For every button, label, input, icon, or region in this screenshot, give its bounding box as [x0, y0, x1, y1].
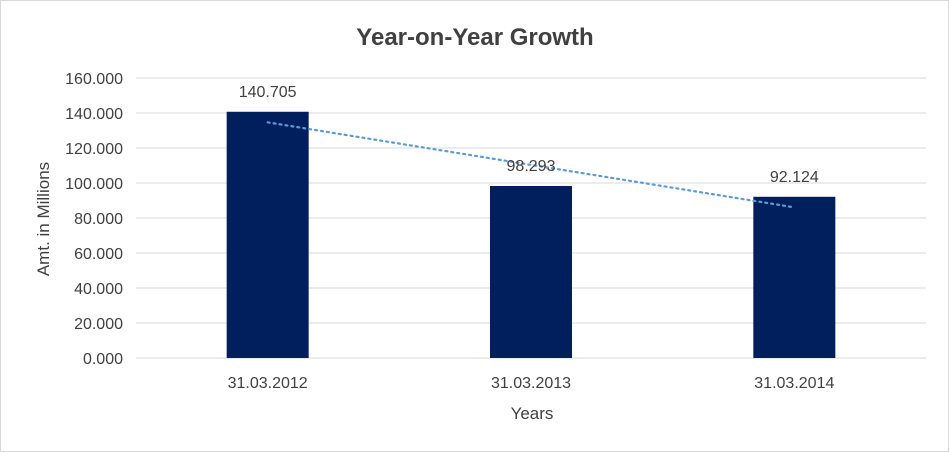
x-tick-label: 31.03.2012 — [228, 375, 308, 392]
bar — [490, 185, 572, 358]
x-tick-label: 31.03.2014 — [754, 375, 834, 392]
y-tick-label: 60.000 — [74, 246, 123, 263]
y-tick-label: 140.000 — [65, 106, 123, 123]
y-tick-label: 100.000 — [65, 176, 123, 193]
bar — [753, 196, 836, 358]
x-axis-label: Years — [511, 404, 554, 423]
chart-title: Year-on-Year Growth — [356, 24, 593, 51]
y-tick-label: 120.000 — [65, 141, 123, 158]
x-tick-label: 31.03.2013 — [491, 375, 571, 392]
data-label: 92.124 — [770, 169, 819, 186]
data-label: 140.705 — [239, 84, 297, 101]
trendline — [266, 121, 796, 209]
bar — [226, 111, 309, 358]
y-tick-label: 160.000 — [65, 71, 123, 88]
data-label: 98.293 — [507, 158, 556, 175]
y-axis-label: Amt. in Millions — [34, 162, 53, 276]
y-tick-label: 0.000 — [83, 351, 123, 368]
y-tick-label: 40.000 — [74, 281, 123, 298]
y-tick-label: 20.000 — [74, 316, 123, 333]
y-tick-label: 80.000 — [74, 211, 123, 228]
